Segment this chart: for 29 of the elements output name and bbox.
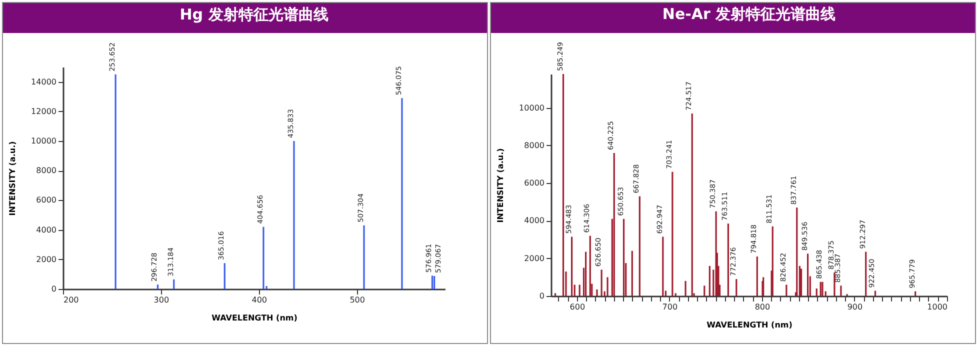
x-tick-label: 500 [350,296,365,304]
y-tick-label: 2000 [524,254,544,263]
y-tick-label: 4000 [524,216,544,226]
x-tick-label: 300 [154,296,170,304]
y-tick-label: 6000 [524,178,544,188]
y-axis-title: INTENSITY (a.u.) [8,141,18,216]
y-tick-label: 4000 [36,225,56,234]
y-tick-label: 10000 [519,103,544,112]
y-tick-label: 0 [51,284,56,294]
x-tick-label: 600 [570,302,586,312]
y-tick-label: 0 [539,292,544,300]
y-tick-label: 6000 [36,196,56,205]
chart-title: Hg 发射特征光谱曲线 [180,5,328,24]
x-axis-title: WAVELENGTH (nm) [212,314,298,322]
y-tick-label: 10000 [31,136,56,146]
y-tick-label: 14000 [31,77,56,86]
x-tick-label: 800 [754,302,770,312]
x-tick-label: 400 [252,296,268,304]
y-tick-label: 8000 [36,166,56,176]
y-axis-title: INTENSITY (a.u.) [496,148,506,223]
x-tick-label: 1000 [927,302,948,312]
x-axis-title: WAVELENGTH (nm) [706,320,792,330]
y-tick-label: 12000 [31,106,56,116]
x-tick-label: 200 [64,296,79,304]
y-tick-label: 8000 [524,140,544,150]
x-tick-label: 900 [847,302,863,312]
y-tick-label: 2000 [36,254,56,264]
x-tick-label: 700 [662,302,678,312]
chart-title: Ne-Ar 发射特征光谱曲线 [662,5,836,24]
